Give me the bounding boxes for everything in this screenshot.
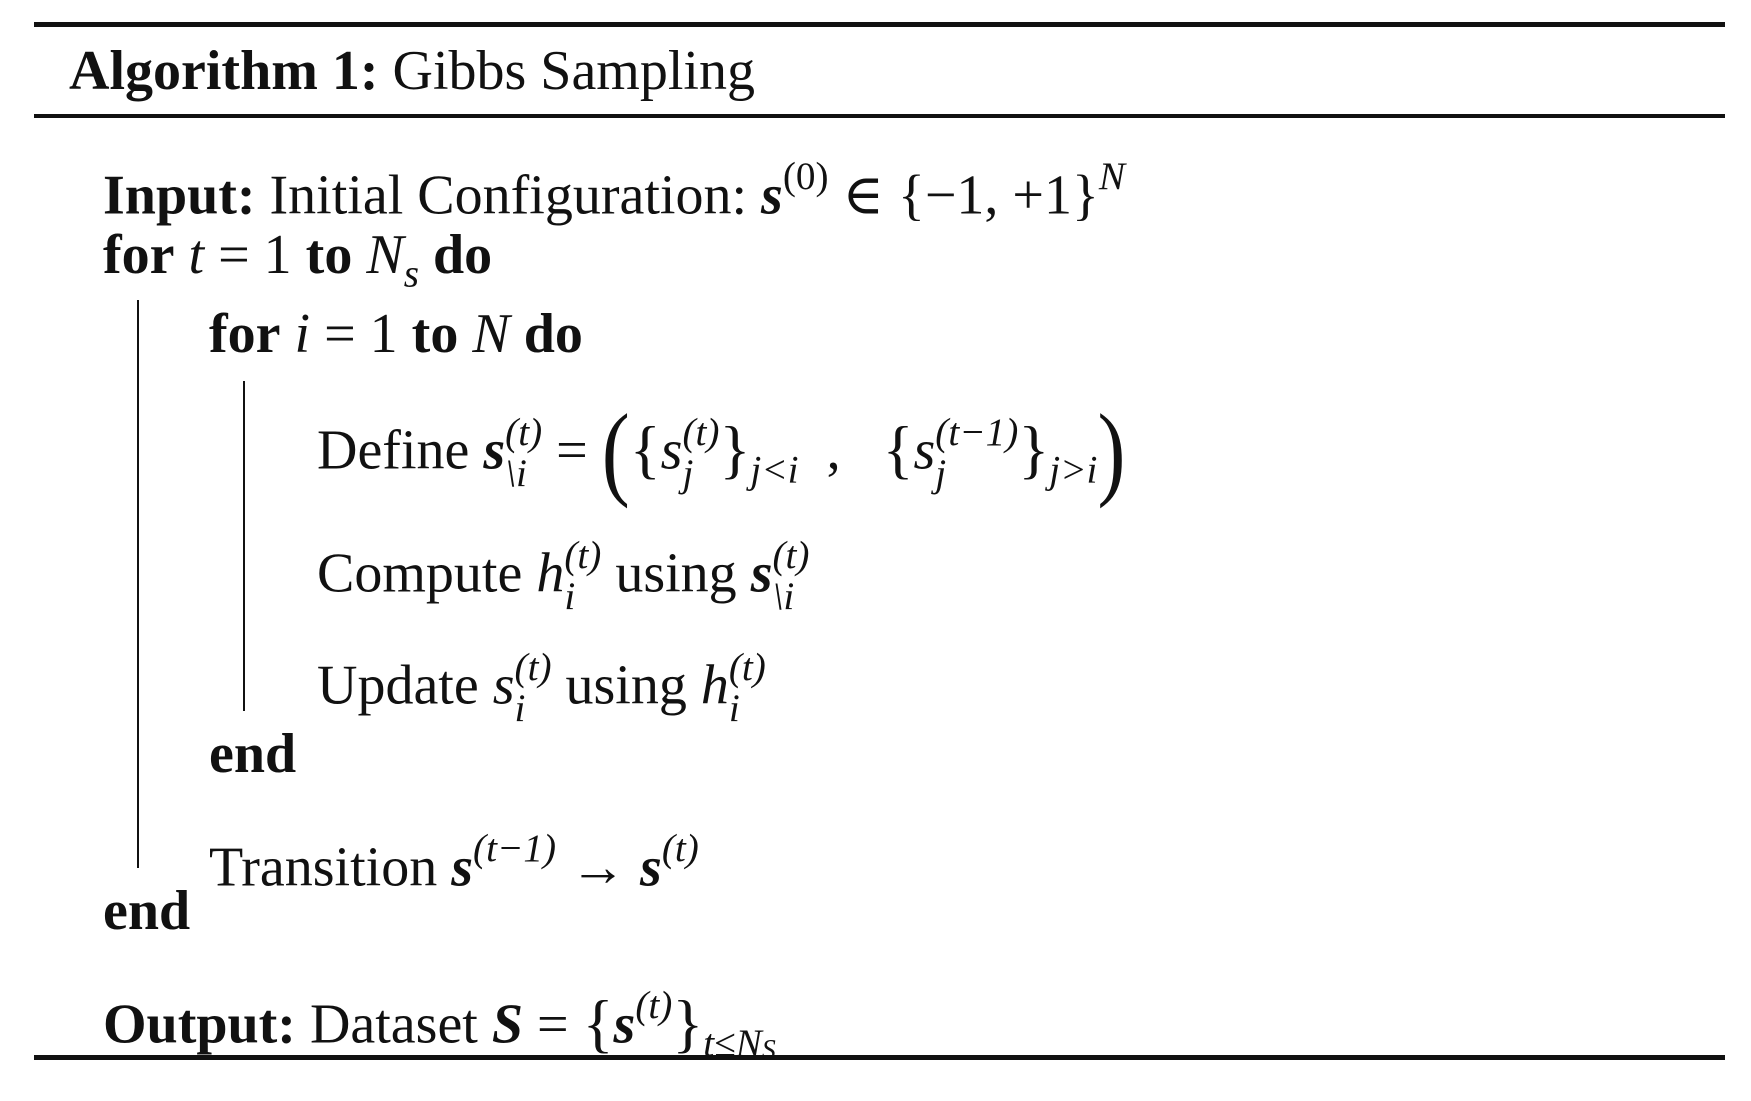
text-fragment: end xyxy=(209,723,297,785)
text-fragment: { xyxy=(882,414,914,486)
text-fragment: s xyxy=(403,252,419,296)
text-fragment: } xyxy=(1018,414,1050,486)
line: for i = 1 to N do xyxy=(209,306,583,362)
text-fragment: { xyxy=(582,987,614,1059)
text-fragment: = 1 xyxy=(324,303,398,365)
text-fragment: \i xyxy=(505,452,527,496)
text-fragment: j xyxy=(935,452,947,496)
text-fragment: s xyxy=(451,836,474,899)
text-fragment: to xyxy=(411,303,459,365)
text-fragment: (t) xyxy=(661,827,699,870)
text-fragment: (t) xyxy=(505,411,543,454)
text-fragment: j<i xyxy=(750,448,799,492)
line: Update s (t) i using h (t) i xyxy=(317,647,766,729)
text-fragment: (t−1) xyxy=(473,827,557,870)
text-fragment: ∈ {−1, +1} xyxy=(842,164,1099,227)
text-fragment: Compute xyxy=(317,542,523,605)
line: Output: Dataset S = {s(t)}t≤NS xyxy=(103,978,776,1079)
text-fragment: Output: xyxy=(103,993,296,1056)
script-stack: (t) \i xyxy=(505,412,542,494)
text-fragment: } xyxy=(719,414,751,486)
line: Transition s(t−1) → s(t) xyxy=(209,821,699,895)
text-fragment: t xyxy=(188,224,205,286)
text-fragment: N xyxy=(366,224,404,286)
text-fragment: ) xyxy=(1097,392,1126,510)
text-fragment: s xyxy=(483,419,506,482)
text-fragment: j xyxy=(682,452,694,496)
line: end xyxy=(103,883,190,939)
text-fragment: ( xyxy=(601,392,630,510)
text-fragment: (t) xyxy=(514,646,552,689)
script-stack: (t) \i xyxy=(772,535,809,617)
text-fragment: N xyxy=(472,303,510,365)
text-fragment: end xyxy=(103,880,191,942)
text-fragment: (t−1) xyxy=(935,411,1019,454)
text-fragment: using xyxy=(565,654,687,717)
text-fragment: { xyxy=(629,414,661,486)
line: end xyxy=(209,726,296,782)
text-fragment: (0) xyxy=(782,155,829,198)
text-fragment: i xyxy=(564,575,576,619)
text-fragment: , xyxy=(826,419,841,482)
text-fragment: s xyxy=(492,654,515,717)
text-fragment: = xyxy=(556,419,588,482)
header-rule xyxy=(34,114,1725,118)
line: Compute h (t) i using s (t) \i xyxy=(317,535,809,617)
text-fragment: = 1 xyxy=(218,224,292,286)
text-fragment: Gibbs Sampling xyxy=(392,40,755,102)
text-fragment: Update xyxy=(317,654,479,717)
text-fragment: = xyxy=(537,993,569,1056)
text-fragment: N xyxy=(1098,155,1126,198)
script-stack: (t) i xyxy=(564,535,601,617)
text-fragment: s xyxy=(761,164,783,227)
text-fragment: s xyxy=(613,993,636,1056)
text-fragment: Initial Configuration: xyxy=(269,164,748,227)
text-fragment: for xyxy=(103,224,175,286)
text-fragment: (t) xyxy=(682,411,720,454)
text-fragment: Define xyxy=(317,419,470,482)
text-fragment: t≤N xyxy=(703,1022,762,1066)
text-fragment: h xyxy=(536,542,565,605)
header: Algorithm 1: Gibbs Sampling xyxy=(69,43,755,99)
text-fragment: s xyxy=(913,419,936,482)
text-fragment: Input: xyxy=(103,164,256,227)
text-fragment: for xyxy=(209,303,281,365)
script-stack: (t) i xyxy=(515,647,552,729)
text-fragment: i xyxy=(514,687,526,731)
text-fragment: to xyxy=(305,224,353,286)
indent-bar xyxy=(137,300,139,868)
text-fragment: Algorithm 1: xyxy=(69,40,379,102)
text-fragment: do xyxy=(432,224,493,286)
text-fragment: (t) xyxy=(728,646,766,689)
text-fragment: s xyxy=(660,419,683,482)
script-stack: (t) j xyxy=(682,412,719,494)
text-fragment: S xyxy=(761,1035,776,1067)
script-stack: (t) i xyxy=(729,647,766,729)
text-fragment: s xyxy=(750,542,773,605)
text-fragment: i xyxy=(728,687,740,731)
text-fragment: s xyxy=(640,836,662,899)
line: Define s (t) \i = ({s (t) j}j<i , {s (t−1) j}j… xyxy=(317,392,1126,510)
text-fragment: (t) xyxy=(772,534,810,577)
line: Input: Initial Configuration: s(0) ∈ {−1… xyxy=(103,149,1125,223)
script-stack: (t−1) j xyxy=(935,412,1018,494)
line: for t = 1 to Ns do xyxy=(103,227,492,303)
text-fragment: \i xyxy=(772,575,795,619)
text-fragment: S xyxy=(491,993,524,1056)
text-fragment: j>i xyxy=(1049,448,1098,492)
text-fragment: do xyxy=(523,303,583,365)
text-fragment: Dataset xyxy=(309,993,478,1056)
top-rule xyxy=(34,22,1725,27)
text-fragment: → xyxy=(570,836,627,899)
text-fragment: (t) xyxy=(635,984,673,1027)
indent-bar xyxy=(243,381,245,711)
text-fragment: Transition xyxy=(209,836,438,899)
text-fragment: (t) xyxy=(564,534,602,577)
bottom-rule xyxy=(34,1055,1725,1060)
text-fragment: using xyxy=(615,542,737,605)
text-fragment: i xyxy=(294,303,311,365)
text-fragment: } xyxy=(672,987,704,1059)
text-fragment: h xyxy=(700,654,729,717)
